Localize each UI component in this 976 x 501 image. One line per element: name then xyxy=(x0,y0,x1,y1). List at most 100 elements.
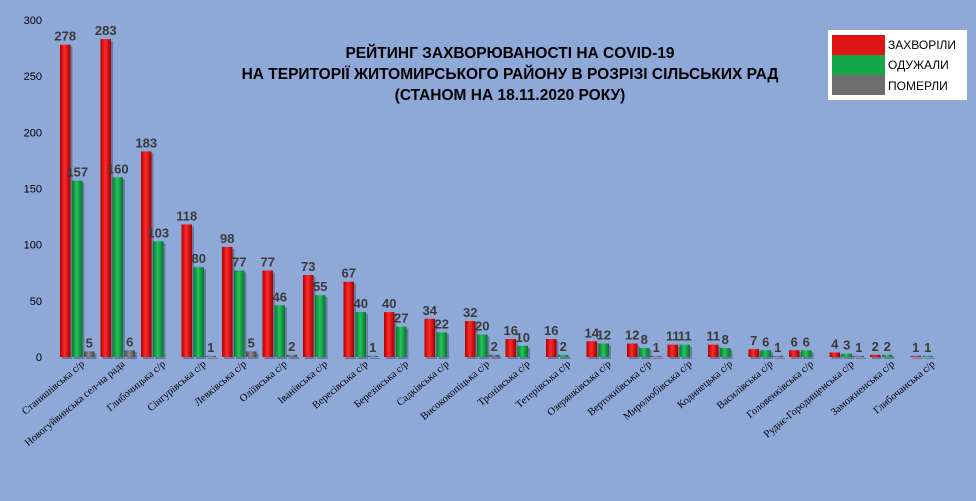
bar-recovered xyxy=(396,326,407,357)
data-label-recovered: 6 xyxy=(762,334,769,349)
data-label-infected: 11 xyxy=(706,329,720,344)
y-tick-label: 0 xyxy=(36,352,42,364)
legend-label-infected: ЗАХВОРІЛИ xyxy=(888,38,956,52)
bar-recovered xyxy=(517,345,528,357)
bars xyxy=(60,39,935,360)
bar-infected xyxy=(708,344,719,357)
data-label-recovered: 22 xyxy=(435,316,449,331)
data-label-infected: 2 xyxy=(872,339,879,354)
title-line-3: (СТАНОМ НА 18.11.2020 РОКУ) xyxy=(395,87,626,104)
bar-shadow xyxy=(872,356,883,359)
bar-shadow xyxy=(843,355,854,359)
bar-shadow xyxy=(774,357,785,359)
data-label-infected: 77 xyxy=(261,255,275,270)
y-tick-label: 50 xyxy=(30,296,42,308)
bar-shadow xyxy=(884,356,895,359)
data-label-recovered: 55 xyxy=(313,279,327,294)
bar-died xyxy=(367,355,378,357)
legend-swatch-infected xyxy=(832,35,885,55)
data-label-infected: 34 xyxy=(423,303,438,318)
data-label-infected: 283 xyxy=(95,23,117,38)
bar-died xyxy=(205,355,216,357)
data-label-died: 1 xyxy=(774,340,781,355)
bar-infected xyxy=(870,354,881,357)
category-label: Миролюбівська с/р xyxy=(621,359,694,423)
data-label-died: 2 xyxy=(491,339,498,354)
data-label-died: 1 xyxy=(207,340,214,355)
bar-recovered xyxy=(112,177,123,357)
data-label-recovered: 80 xyxy=(192,251,206,266)
bar-shadow xyxy=(912,357,923,359)
data-label-infected: 73 xyxy=(301,259,315,274)
bar-infected xyxy=(748,349,759,357)
bar-shadow xyxy=(855,357,866,359)
data-label-infected: 16 xyxy=(544,323,558,338)
bar-recovered xyxy=(598,343,609,357)
data-label-recovered: 1 xyxy=(924,340,931,355)
data-label-recovered: 8 xyxy=(722,332,729,347)
bar-recovered xyxy=(153,241,164,357)
bar-infected xyxy=(910,355,921,357)
bar-infected xyxy=(303,274,314,357)
bar-shadow xyxy=(288,356,299,359)
data-label-recovered: 2 xyxy=(560,339,567,354)
data-label-recovered: 20 xyxy=(475,319,489,334)
bar-recovered xyxy=(801,350,812,357)
bar-infected xyxy=(343,281,354,357)
data-label-infected: 14 xyxy=(585,325,600,340)
data-label-recovered: 77 xyxy=(232,255,246,270)
bar-shadow xyxy=(653,357,664,359)
bar-infected xyxy=(586,341,597,357)
bar-recovered xyxy=(882,354,893,357)
bar-died xyxy=(286,354,297,357)
data-label-infected: 16 xyxy=(504,323,518,338)
bar-shadow xyxy=(207,357,218,359)
data-label-died: 5 xyxy=(248,335,255,350)
bar-infected xyxy=(829,352,840,357)
data-label-recovered: 27 xyxy=(394,311,408,326)
legend-swatch-recovered xyxy=(832,55,885,75)
data-label-died: 5 xyxy=(86,335,93,350)
data-label-infected: 7 xyxy=(750,333,757,348)
data-label-infected: 183 xyxy=(135,135,157,150)
bar-recovered xyxy=(315,295,326,357)
data-label-died: 1 xyxy=(653,340,660,355)
data-label-died: 2 xyxy=(288,339,295,354)
bar-recovered xyxy=(72,180,83,357)
data-label-recovered: 157 xyxy=(66,165,88,180)
category-label: Висококопіцька с/р xyxy=(419,359,492,423)
data-label-infected: 11 xyxy=(666,329,680,344)
bar-infected xyxy=(627,343,638,357)
data-label-infected: 12 xyxy=(625,328,639,343)
data-label-recovered: 2 xyxy=(884,339,891,354)
bar-died xyxy=(246,351,257,357)
title-line-1: РЕЙТИНГ ЗАХВОРЮВАНОСТІ НА COVID-19 xyxy=(345,44,674,62)
legend-label-recovered: ОДУЖАЛИ xyxy=(888,58,949,72)
y-tick-label: 200 xyxy=(24,127,42,139)
data-label-recovered: 46 xyxy=(273,289,287,304)
data-label-infected: 67 xyxy=(342,266,356,281)
data-label-recovered: 103 xyxy=(147,225,169,240)
category-label: Головенківська с/р xyxy=(745,359,816,421)
bar-infected xyxy=(141,151,152,357)
bar-recovered xyxy=(841,353,852,357)
bar-died xyxy=(772,355,783,357)
bar-died xyxy=(853,355,864,357)
y-tick-label: 250 xyxy=(24,71,42,83)
bar-infected xyxy=(546,339,557,357)
y-tick-label: 150 xyxy=(24,184,42,196)
bar-infected xyxy=(222,246,233,357)
legend-swatch-died xyxy=(832,75,885,95)
bar-died xyxy=(124,350,135,357)
data-label-recovered: 40 xyxy=(354,296,368,311)
bar-infected xyxy=(667,344,678,357)
bar-recovered xyxy=(355,312,366,357)
bar-recovered xyxy=(274,305,285,357)
y-tick-label: 100 xyxy=(24,240,42,252)
data-label-recovered: 12 xyxy=(597,328,611,343)
bar-recovered xyxy=(477,334,488,357)
bar-infected xyxy=(262,270,273,357)
bar-infected xyxy=(789,350,800,357)
